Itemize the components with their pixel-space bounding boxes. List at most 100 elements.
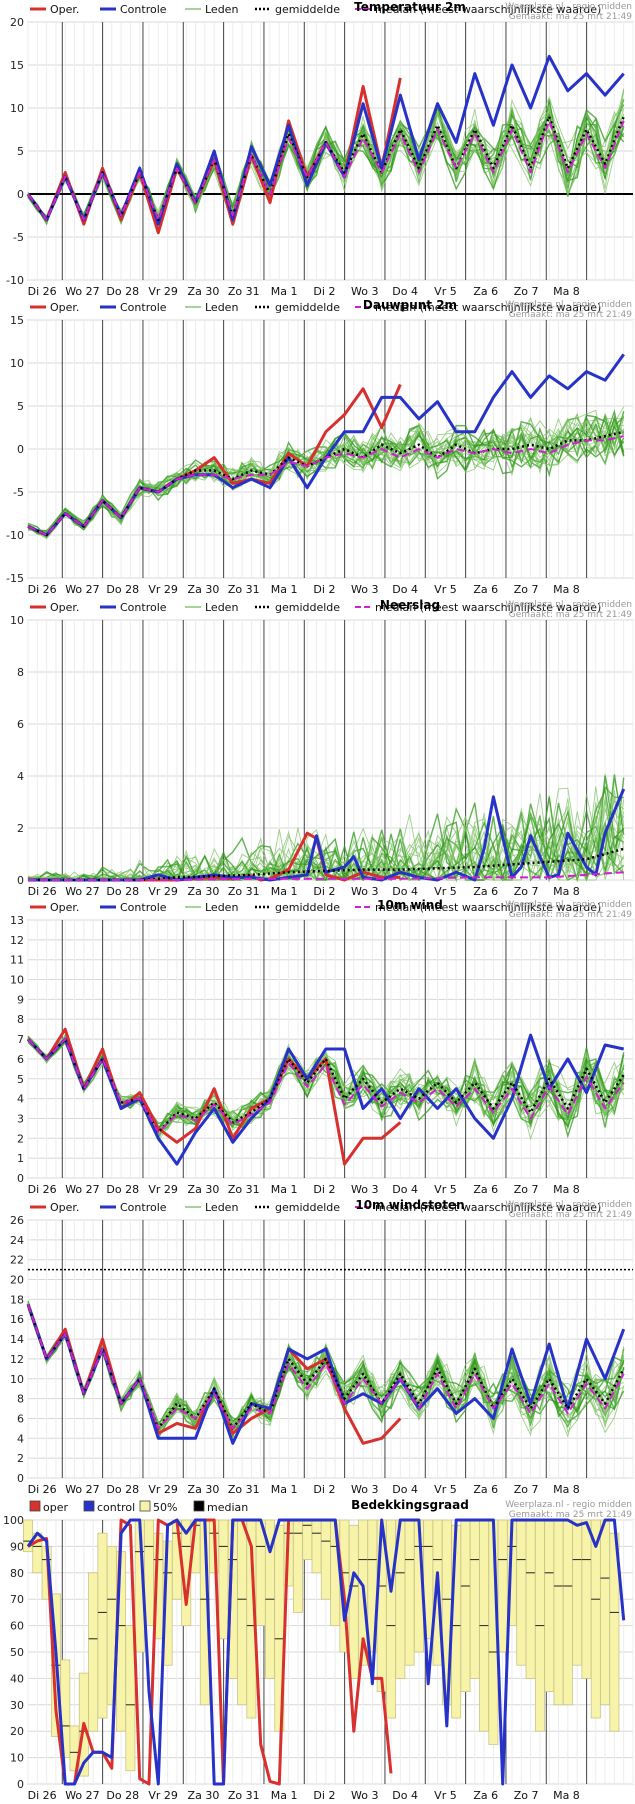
y-tick-label: 10 (10, 357, 24, 370)
panel-title: 10m windstoten (355, 1198, 464, 1212)
day-label: Di 26 (28, 1789, 57, 1800)
day-label: Zo 7 (514, 285, 539, 298)
day-label: Do 4 (392, 1483, 418, 1496)
day-label: Za 30 (188, 1183, 220, 1196)
panel-title: 10m wind (377, 898, 443, 912)
day-label: Vr 5 (434, 1789, 457, 1800)
site-credit: Weerplaza.nl - regio midden (505, 1200, 632, 1210)
p50-bar (544, 1519, 555, 1693)
day-label: Do 28 (106, 1183, 139, 1196)
p50-bar (553, 1519, 564, 1706)
p50-bar (460, 1519, 471, 1693)
legend-label-control: control (97, 1501, 135, 1514)
legend-label-members: Leden (205, 301, 238, 314)
p50-bar (600, 1519, 611, 1706)
legend-swatch-median (193, 1500, 205, 1512)
legend-label-oper: Oper. (50, 301, 79, 314)
day-label: Ma 8 (553, 1483, 580, 1496)
legend-label-oper: oper (43, 1501, 68, 1514)
y-tick-label: 30 (10, 1699, 24, 1712)
day-label: Wo 27 (65, 1483, 99, 1496)
day-label: Wo 3 (351, 583, 378, 596)
y-tick-label: -15 (6, 572, 24, 585)
day-label: Do 4 (392, 285, 418, 298)
y-tick-label: -5 (13, 486, 24, 499)
y-tick-label: 0 (17, 1778, 24, 1791)
site-credit: Weerplaza.nl - regio midden (505, 600, 632, 610)
y-tick-label: 14 (10, 1333, 24, 1346)
day-label: Za 6 (473, 885, 498, 898)
made-timestamp: Gemaakt: ma 25 mrt 21:49 (509, 12, 632, 22)
y-tick-label: 6 (17, 1053, 24, 1066)
day-label: Do 28 (106, 1789, 139, 1800)
legend-label-median: median (meest waarschijnlijkste waarde) (375, 3, 601, 16)
day-label: Ma 1 (271, 1789, 298, 1800)
site-credit: Weerplaza.nl - regio midden (505, 900, 632, 910)
p50-bar (311, 1519, 322, 1574)
panel-title: Neerslag (380, 598, 440, 612)
y-tick-label: 50 (10, 1646, 24, 1659)
y-tick-label: 4 (17, 1093, 24, 1106)
y-tick-label: 20 (10, 16, 24, 29)
y-tick-label: 40 (10, 1672, 24, 1685)
day-label: Wo 3 (351, 885, 378, 898)
y-tick-label: 20 (10, 1725, 24, 1738)
legend-label-members: Leden (205, 601, 238, 614)
panel-0: -10 -5 0 5 10 15 20 Di 26 Wo 27 Do 28 Vr 29 Za 30 Zo… (6, 0, 634, 298)
p50-bar (320, 1519, 331, 1600)
y-tick-label: 10 (10, 614, 24, 627)
y-tick-label: 0 (17, 188, 24, 201)
legend-label-mean: gemiddelde (275, 901, 340, 914)
day-label: Zo 7 (514, 1483, 539, 1496)
series-line-gemiddelde (26, 1303, 625, 1430)
day-label: Za 6 (473, 1789, 498, 1800)
legend-label-median: median (meest waarschijnlijkste waarde) (375, 301, 601, 314)
day-label: Wo 27 (65, 885, 99, 898)
made-timestamp: Gemaakt: ma 25 mrt 21:49 (509, 910, 632, 920)
panel-title: Temperatuur 2m (354, 0, 466, 14)
day-label: Wo 27 (65, 285, 99, 298)
day-label: Di 2 (313, 1483, 335, 1496)
y-tick-label: 90 (10, 1540, 24, 1553)
day-label: Ma 8 (553, 285, 580, 298)
legend-label-mean: gemiddelde (275, 1201, 340, 1214)
panel-title: Bedekkingsgraad (351, 1498, 469, 1512)
y-tick-label: 8 (17, 1393, 24, 1406)
p50-bar (302, 1519, 313, 1560)
legend-label-oper: Oper. (50, 3, 79, 16)
p50-bar (581, 1519, 592, 1679)
legend-swatch-oper (29, 1500, 41, 1512)
day-label: Do 4 (392, 583, 418, 596)
panel-2: 0 2 4 6 8 10 Di 26 Wo 27 Do 28 Vr 29 Za 30 Zo 31 Ma … (10, 598, 634, 898)
day-label: Di 2 (313, 885, 335, 898)
y-tick-label: 0 (17, 1472, 24, 1485)
y-tick-label: 60 (10, 1620, 24, 1633)
day-label: Di 26 (28, 885, 57, 898)
day-label: Di 2 (313, 285, 335, 298)
day-label: Za 6 (473, 1183, 498, 1196)
y-tick-label: 10 (10, 1752, 24, 1765)
day-label: Vr 5 (434, 285, 457, 298)
legend-label-median: median (meest waarschijnlijkste waarde) (375, 601, 601, 614)
y-tick-label: 10 (10, 974, 24, 987)
y-tick-label: 7 (17, 1033, 24, 1046)
y-tick-label: 100 (3, 1514, 24, 1527)
day-label: Do 28 (106, 885, 139, 898)
day-label: Ma 1 (271, 885, 298, 898)
p50-bar (497, 1519, 508, 1653)
day-label: Wo 27 (65, 583, 99, 596)
day-label: Vr 5 (434, 1183, 457, 1196)
site-credit: Weerplaza.nl - regio midden (505, 1500, 632, 1510)
day-label: Zo 31 (228, 1483, 260, 1496)
day-label: Za 30 (188, 583, 220, 596)
plot-area (27, 1219, 634, 1479)
y-tick-label: 13 (10, 914, 24, 927)
legend-label-control: Controle (120, 601, 167, 614)
day-label: Za 6 (473, 583, 498, 596)
day-label: Zo 7 (514, 583, 539, 596)
p50-bar (348, 1524, 359, 1679)
y-tick-label: 26 (10, 1214, 24, 1227)
p50-bar (125, 1625, 136, 1772)
legend-label-members: Leden (205, 1201, 238, 1214)
day-label: Do 4 (392, 1183, 418, 1196)
